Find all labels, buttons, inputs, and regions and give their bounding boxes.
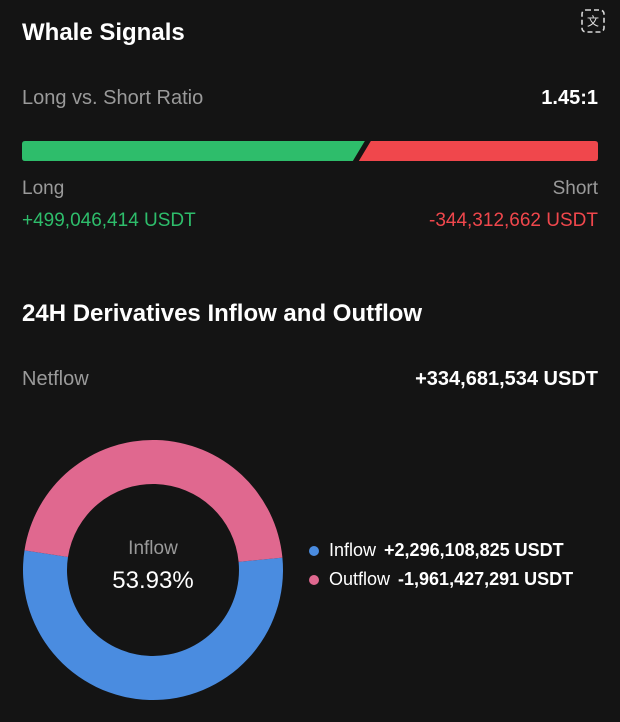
netflow-value: +334,681,534 USDT	[415, 368, 598, 390]
translate-button[interactable]: 文	[575, 4, 611, 38]
long-short-ratio-bar	[22, 141, 598, 161]
long-label: Long	[22, 178, 65, 199]
inflow-legend-label: Inflow	[329, 540, 377, 560]
ratio-value: 1.45:1	[541, 87, 598, 109]
legend-item-inflow: Inflow +2,296,108,825 USDT	[309, 540, 564, 561]
donut-center-value: 53.93%	[112, 567, 193, 594]
donut-slice-outflow	[24, 440, 283, 562]
inflow-legend-value: +2,296,108,825 USDT	[384, 540, 564, 560]
derivatives-flow-title: 24H Derivatives Inflow and Outflow	[22, 300, 423, 327]
outflow-legend-label: Outflow	[329, 569, 391, 589]
donut-center-label: Inflow	[128, 538, 178, 559]
svg-text:文: 文	[587, 14, 599, 29]
ratio-label: Long vs. Short Ratio	[22, 87, 204, 109]
donut-slice-inflow	[23, 550, 284, 700]
short-label: Short	[552, 178, 598, 199]
legend-item-outflow: Outflow -1,961,427,291 USDT	[309, 569, 573, 590]
short-bar-segment	[358, 141, 598, 161]
short-value: -344,312,662 USDT	[429, 210, 598, 231]
netflow-label: Netflow	[22, 368, 89, 390]
long-value: +499,046,414 USDT	[22, 210, 196, 231]
outflow-legend-dot	[309, 574, 319, 585]
inflow-outflow-donut-chart: Inflow 53.93%	[23, 440, 284, 700]
translate-icon: 文	[581, 9, 605, 33]
long-bar-segment	[22, 141, 365, 161]
inflow-legend-dot	[309, 545, 319, 556]
outflow-legend-value: -1,961,427,291 USDT	[398, 569, 574, 589]
whale-signals-title: Whale Signals	[22, 19, 185, 46]
